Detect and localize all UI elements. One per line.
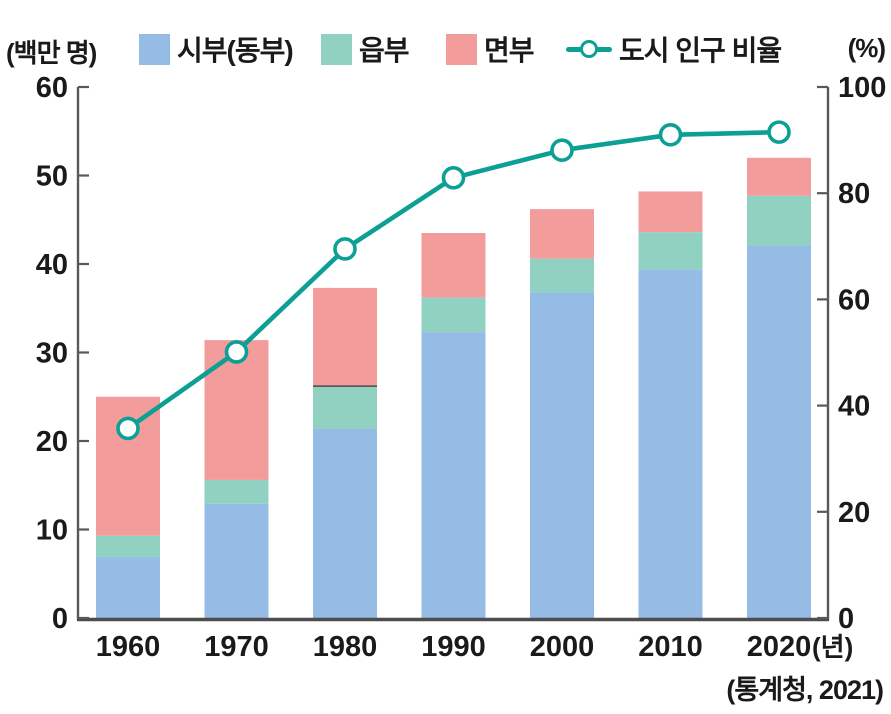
right-axis-tick-label: 60	[838, 284, 870, 316]
sibu-swatch-icon	[139, 33, 170, 65]
legend-label-urban-ratio: 도시 인구 비율	[619, 35, 782, 66]
bar-segment-시부(동부)-2020	[747, 245, 811, 619]
bar-segment-면부-2000	[530, 209, 594, 259]
left-axis-tick-label: 50	[36, 161, 68, 193]
legend-label-eupbu: 읍부	[359, 35, 410, 66]
legend-item-urban-ratio: 도시 인구 비율	[566, 32, 782, 66]
bar-segment-시부(동부)-2000	[530, 292, 594, 618]
bar-segment-면부-2020	[747, 157, 811, 196]
line-marker-1990	[441, 166, 466, 190]
x-axis-label-2000: 2000	[530, 631, 595, 663]
right-axis-unit-label: (%)	[847, 33, 886, 63]
right-axis-tick-label: 40	[838, 391, 870, 423]
bar-segment-시부(동부)-1960	[96, 556, 160, 618]
x-axis-label-2020: 2020	[747, 631, 812, 663]
legend-item-myeonbu: 면부	[446, 32, 535, 66]
bar-segment-시부(동부)-1970	[204, 503, 269, 618]
x-axis-label-1960: 1960	[96, 631, 161, 663]
legend-item-eupbu: 읍부	[321, 32, 410, 66]
source-note: (통계청, 2021)	[726, 675, 884, 705]
bar-segment-시부(동부)-2010	[638, 269, 703, 618]
bar-segment-시부(동부)-1990	[421, 332, 486, 618]
bar-segment-면부-2010	[638, 191, 703, 233]
bar-segment-읍부-2020	[747, 195, 811, 246]
bar-segment-읍부-1970	[204, 479, 269, 504]
left-axis-tick-label: 20	[36, 426, 68, 458]
line-marker-2000	[550, 138, 574, 162]
x-axis-label-1990: 1990	[421, 631, 486, 663]
x-axis-label-2010: 2010	[638, 631, 703, 663]
left-axis-tick-label: 0	[52, 603, 68, 635]
bar-segment-읍부-2000	[530, 258, 594, 293]
bar-segment-시부(동부)-1980	[313, 428, 377, 618]
legend-label-myeonbu: 면부	[484, 35, 535, 66]
line-marker-icon	[566, 32, 612, 66]
line-marker-1980	[333, 237, 357, 261]
right-axis-tick-label: 100	[838, 72, 886, 104]
left-axis-unit-label: (백만 명)	[6, 38, 97, 68]
left-axis-tick-label: 60	[36, 72, 68, 104]
right-axis-tick-label: 20	[838, 497, 870, 529]
bar-segment-읍부-1990	[421, 297, 486, 333]
left-axis-tick-label: 10	[36, 515, 68, 547]
x-axis-label-1970: 1970	[204, 631, 269, 663]
left-axis-tick-label: 30	[36, 338, 68, 370]
right-axis-tick-label: 0	[838, 603, 854, 635]
x-axis-unit-suffix: (년)	[812, 632, 853, 662]
eupbu-swatch-icon	[321, 33, 352, 65]
bar-segment-읍부-1960	[96, 535, 160, 557]
x-axis-label-1980: 1980	[313, 631, 378, 663]
bar-segment-읍부-2010	[638, 232, 703, 270]
right-axis-tick-label: 80	[838, 178, 870, 210]
legend-label-sibu: 시부(동부)	[177, 35, 294, 66]
myeonbu-swatch-icon	[446, 33, 477, 65]
bar-segment-면부-1980	[313, 287, 377, 387]
bar-segment-읍부-1980	[313, 386, 377, 429]
legend-item-sibu: 시부(동부)	[139, 32, 294, 66]
line-marker-2020	[767, 120, 791, 144]
line-marker-1960	[116, 416, 140, 441]
left-axis-tick-label: 40	[36, 249, 68, 281]
bar-segment-면부-1990	[421, 233, 486, 298]
line-marker-2010	[658, 122, 683, 147]
line-marker-1970	[224, 340, 249, 364]
